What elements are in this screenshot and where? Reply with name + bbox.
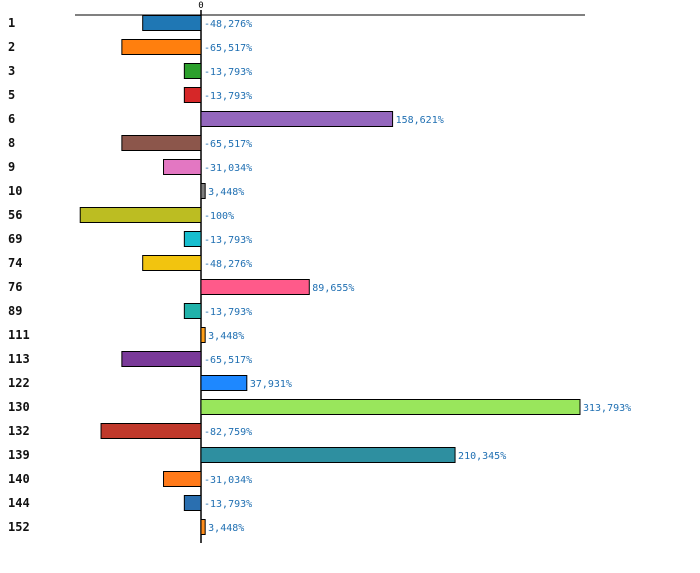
category-label: 56 xyxy=(8,208,22,222)
category-label: 144 xyxy=(8,496,30,510)
category-label: 74 xyxy=(8,256,22,270)
bar xyxy=(200,183,206,199)
bar xyxy=(121,39,202,55)
value-label: 89,655% xyxy=(312,283,354,294)
value-label: 210,345% xyxy=(458,451,506,462)
value-label: -13,793% xyxy=(204,91,252,102)
category-label: 111 xyxy=(8,328,30,342)
value-label: -82,759% xyxy=(204,427,252,438)
zero-tick-label: 0 xyxy=(198,1,203,11)
value-label: -13,793% xyxy=(204,307,252,318)
value-label: -31,034% xyxy=(204,163,252,174)
value-label: -65,517% xyxy=(204,43,252,54)
value-label: 3,448% xyxy=(208,331,244,342)
category-label: 139 xyxy=(8,448,30,462)
category-label: 130 xyxy=(8,400,30,414)
category-label: 76 xyxy=(8,280,22,294)
bar xyxy=(163,471,202,487)
category-label: 9 xyxy=(8,160,15,174)
value-label: 313,793% xyxy=(583,403,631,414)
bars-group: 1 -48,276% 2 -65,517% 3 -13,793% 5 -13,793% 6 158… xyxy=(8,15,631,535)
bar xyxy=(183,303,202,319)
bar xyxy=(100,423,202,439)
category-label: 3 xyxy=(8,64,15,78)
bar xyxy=(183,87,202,103)
bar xyxy=(200,111,394,127)
bar xyxy=(163,159,202,175)
bar xyxy=(183,495,202,511)
category-label: 122 xyxy=(8,376,30,390)
value-label: -13,793% xyxy=(204,499,252,510)
value-label: -48,276% xyxy=(204,259,252,270)
category-label: 132 xyxy=(8,424,30,438)
value-label: -13,793% xyxy=(204,67,252,78)
bar xyxy=(183,231,202,247)
bar xyxy=(200,279,310,295)
value-label: -31,034% xyxy=(204,475,252,486)
value-label: 3,448% xyxy=(208,187,244,198)
bar xyxy=(200,519,206,535)
bar xyxy=(200,375,248,391)
value-label: -65,517% xyxy=(204,355,252,366)
bar xyxy=(121,135,202,151)
value-label: 158,621% xyxy=(396,115,444,126)
category-label: 69 xyxy=(8,232,22,246)
category-label: 152 xyxy=(8,520,30,534)
bar xyxy=(142,15,202,31)
category-label: 89 xyxy=(8,304,22,318)
value-label: -48,276% xyxy=(204,19,252,30)
category-label: 2 xyxy=(8,40,15,54)
bar xyxy=(79,207,202,223)
category-label: 5 xyxy=(8,88,15,102)
value-label: -100% xyxy=(204,211,234,222)
category-label: 10 xyxy=(8,184,22,198)
bar xyxy=(200,447,456,463)
value-label: -65,517% xyxy=(204,139,252,150)
bar xyxy=(121,351,202,367)
value-label: -13,793% xyxy=(204,235,252,246)
bar xyxy=(142,255,202,271)
category-label: 8 xyxy=(8,136,15,150)
bar xyxy=(200,399,581,415)
category-label: 6 xyxy=(8,112,15,126)
value-label: 3,448% xyxy=(208,523,244,534)
value-label: 37,931% xyxy=(250,379,292,390)
category-label: 113 xyxy=(8,352,30,366)
category-label: 1 xyxy=(8,16,15,30)
category-label: 140 xyxy=(8,472,30,486)
bar xyxy=(183,63,202,79)
bar xyxy=(200,327,206,343)
